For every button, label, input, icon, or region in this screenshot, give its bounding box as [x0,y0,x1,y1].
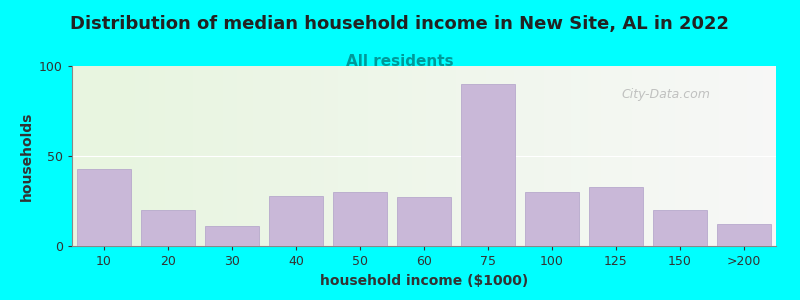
Bar [397,197,451,246]
Text: Distribution of median household income in New Site, AL in 2022: Distribution of median household income … [70,15,730,33]
Bar [205,226,259,246]
Y-axis label: households: households [19,111,34,201]
Bar [141,210,195,246]
Bar [269,196,323,246]
Bar [461,84,515,246]
Bar [717,224,771,246]
Bar [589,187,643,246]
Text: City-Data.com: City-Data.com [621,88,710,100]
Bar [525,192,579,246]
Bar [333,192,387,246]
Bar [653,210,707,246]
Bar [77,169,131,246]
X-axis label: household income ($1000): household income ($1000) [320,274,528,288]
Text: All residents: All residents [346,54,454,69]
